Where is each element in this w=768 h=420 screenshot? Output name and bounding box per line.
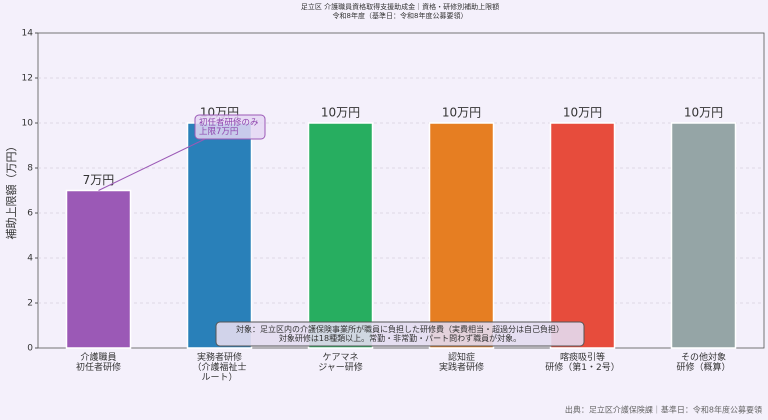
y-tick-label: 12: [22, 74, 33, 84]
annotation-arrow: [98, 138, 206, 191]
plot-area: [37, 32, 765, 349]
note-box: [215, 321, 585, 347]
y-axis-label: 補助上限額（万円）: [4, 141, 18, 240]
y-tick-label: 2: [27, 299, 33, 309]
bar: [428, 122, 495, 349]
source: 出典：足立区介護保険課｜基準日：令和8年度公募要領: [565, 405, 762, 415]
y-tick-label: 10: [22, 119, 34, 129]
value-label: 10万円: [684, 106, 723, 120]
bar: [307, 122, 374, 349]
value-label: 7万円: [83, 173, 115, 187]
x-tick-label: 実務者研修（介護福祉士ルート）: [192, 351, 246, 383]
bar: [549, 122, 616, 349]
x-tick-label: 喀痰吸引等研修（第1・2号）: [545, 351, 619, 373]
x-tick-label: ケアマネジャー研修: [318, 352, 363, 373]
value-label: 10万円: [321, 106, 360, 120]
annotation: 初任者研修のみ上限7万円: [199, 117, 259, 137]
y-tick-label: 0: [27, 344, 33, 354]
chart-subtitle: 令和8年度（基準日：令和8年度公募要領）: [333, 11, 468, 20]
x-tick-label: 認知症実践者研修: [439, 351, 484, 373]
bar: [670, 122, 737, 349]
y-tick-label: 14: [22, 29, 34, 39]
value-label: 10万円: [442, 106, 481, 120]
note: 対象：足立区内の介護保険事業所が職員に負担した研修費（実費相当・超過分は自己負担…: [236, 324, 564, 343]
chart-title: 足立区 介護職員資格取得支援助成金｜資格・研修別補助上限額: [301, 2, 499, 11]
y-tick-label: 4: [27, 254, 33, 264]
x-tick-label: 介護職員初任者研修: [76, 351, 121, 373]
value-label: 10万円: [563, 106, 602, 120]
y-tick-label: 8: [27, 164, 33, 174]
x-tick-label: その他対象研修（概算）: [676, 351, 730, 373]
y-tick-label: 6: [27, 209, 33, 219]
bar: [65, 189, 132, 349]
bar: [186, 122, 253, 349]
annotation-box: [194, 114, 266, 140]
